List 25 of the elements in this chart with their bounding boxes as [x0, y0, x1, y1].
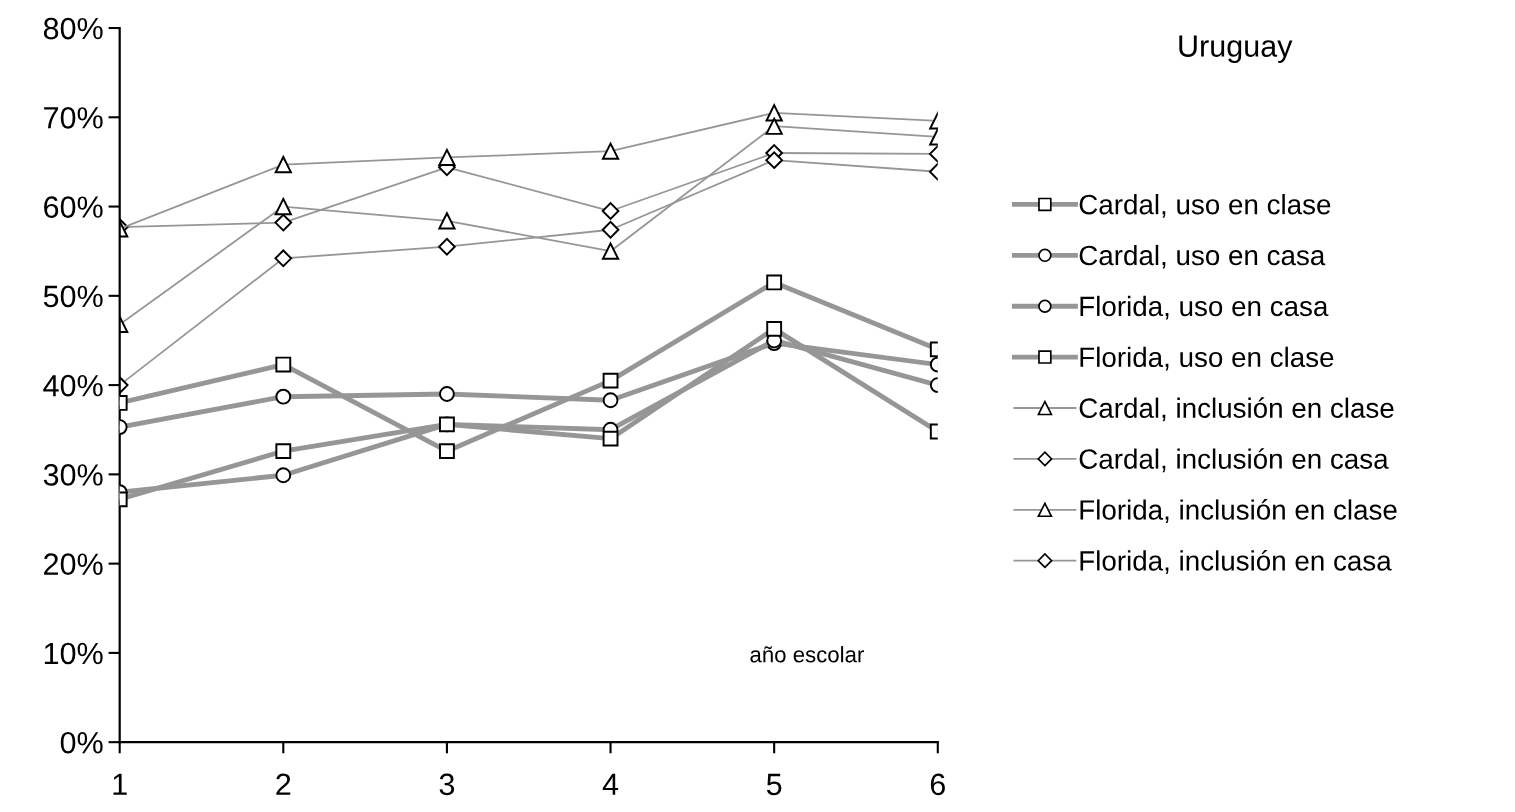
- y-tick-label: 30%: [43, 464, 103, 486]
- y-tick-label: 80%: [43, 17, 103, 40]
- y-tick-label: 40%: [43, 374, 103, 397]
- y-tick-label: 10%: [44, 642, 103, 665]
- legend-label: Florida, inclusión en casa: [1080, 549, 1392, 574]
- x-tick-label: 6: [930, 773, 945, 796]
- legend-label: Cardal, inclusión en casa: [1079, 448, 1389, 473]
- x-tick-label: 1: [113, 773, 127, 795]
- y-tick-label: 20%: [44, 553, 103, 575]
- y-tick-label: 60%: [44, 196, 103, 218]
- legend-label: Florida, uso en casa: [1080, 295, 1329, 320]
- legend-label: Cardal, uso en clase: [1079, 194, 1331, 218]
- text: Uruguay: [1179, 35, 1293, 63]
- y-tick-label: 0%: [60, 731, 103, 754]
- legend-label: Florida, uso en clase: [1080, 346, 1334, 371]
- legend-label: Cardal, inclusión en clase: [1079, 397, 1394, 422]
- y-tick-label: 70%: [44, 107, 103, 129]
- x-tick-label: 4: [602, 773, 619, 795]
- x-axis-title: año escolar: [750, 646, 864, 663]
- legend-label: Florida, inclusión en clase: [1080, 499, 1397, 524]
- x-tick-label: 5: [766, 773, 782, 796]
- x-tick-label: 2: [276, 773, 291, 795]
- legend-label: Cardal, uso en casa: [1079, 244, 1326, 269]
- y-tick-label: 50%: [43, 285, 103, 308]
- x-tick-label: 3: [439, 773, 455, 796]
